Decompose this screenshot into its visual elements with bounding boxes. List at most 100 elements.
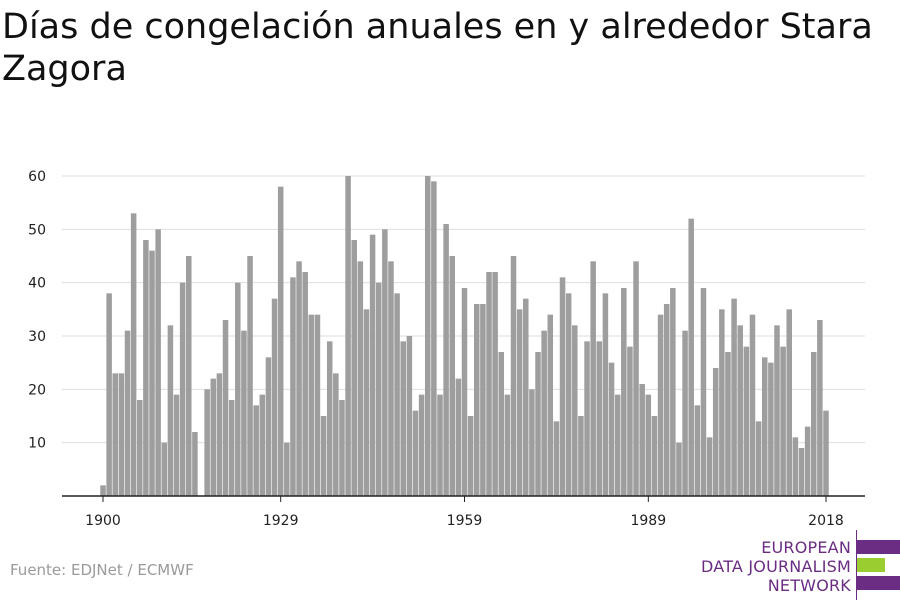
y-tick-label: 60: [28, 169, 46, 185]
bar-2012: [786, 309, 792, 496]
bar-2010: [774, 325, 780, 496]
bar-1902: [112, 373, 119, 496]
bar-2015: [804, 426, 811, 496]
x-axis: 1900 1929 1959 1989 2018: [62, 495, 865, 529]
bar-1995: [682, 330, 688, 496]
bar-1969: [523, 298, 529, 496]
bar-1972: [541, 330, 547, 496]
bar-1919: [216, 373, 223, 496]
bar-1966: [504, 394, 511, 496]
y-tick-label: 50: [28, 222, 46, 238]
bar-1968: [516, 309, 523, 496]
bar-1905: [130, 213, 137, 497]
bar-1971: [535, 352, 541, 496]
bar-1903: [118, 373, 125, 496]
bar-1997: [694, 405, 701, 496]
bar-1914: [186, 256, 192, 496]
bar-1932: [296, 261, 302, 496]
bar-1978: [578, 416, 584, 496]
x-tick-label: 1959: [447, 513, 483, 529]
bar-1948: [394, 293, 400, 496]
bar-1984: [614, 394, 621, 496]
bar-1926: [259, 394, 266, 496]
bar-1939: [339, 400, 345, 496]
bar-1913: [179, 282, 186, 496]
bar-1973: [547, 314, 554, 496]
y-tick-label: 30: [28, 329, 46, 345]
bar-2002: [725, 352, 731, 496]
logo-line-1: EUROPEAN: [761, 538, 851, 557]
bar-2014: [798, 448, 805, 496]
bar-1996: [688, 218, 694, 496]
bar-1986: [627, 346, 633, 496]
bar-1933: [302, 272, 308, 496]
logo-bar-purple-top: [857, 540, 900, 554]
bar-1901: [106, 293, 112, 496]
bar-1927: [265, 357, 272, 496]
bars: [100, 176, 829, 497]
bar-1960: [467, 416, 474, 496]
bar-2006: [749, 314, 756, 496]
bar-2005: [743, 346, 750, 496]
bar-1934: [308, 314, 315, 496]
bar-1937: [326, 341, 333, 496]
bar-1900: [100, 485, 106, 496]
edjnet-logo: EUROPEAN DATA JOURNALISM NETWORK: [700, 530, 900, 600]
bar-1988: [639, 384, 645, 496]
bar-1945: [375, 282, 382, 496]
bar-1980: [590, 261, 596, 496]
bar-1959: [461, 288, 468, 496]
bar-1989: [645, 394, 652, 496]
bar-2000: [712, 368, 719, 496]
bar-1965: [498, 352, 505, 496]
bar-2007: [755, 421, 762, 496]
bar-2013: [792, 437, 799, 496]
bar-1910: [161, 442, 168, 496]
bar-1924: [247, 256, 253, 496]
bar-1938: [333, 373, 339, 496]
source-note: Fuente: EDJNet / ECMWF: [10, 561, 194, 579]
bar-1915: [192, 432, 198, 496]
bar-1983: [608, 362, 615, 496]
bar-1943: [363, 309, 370, 496]
bar-1909: [155, 229, 161, 497]
bar-1904: [124, 330, 131, 496]
bar-1935: [314, 314, 321, 496]
bar-1951: [412, 410, 419, 496]
bar-1930: [284, 442, 290, 496]
bar-1977: [572, 325, 578, 496]
logo-line-2: DATA JOURNALISM: [701, 557, 851, 576]
bar-1970: [529, 389, 535, 496]
bar-1907: [143, 240, 149, 496]
bar-1947: [388, 261, 394, 496]
bar-1964: [492, 272, 498, 496]
x-tick-label: 2018: [808, 513, 844, 529]
bar-1908: [149, 250, 155, 496]
bar-1931: [290, 277, 296, 496]
bar-1929: [277, 186, 284, 496]
bar-1911: [167, 325, 174, 496]
bar-1918: [210, 378, 217, 496]
bar-1967: [510, 256, 517, 496]
bar-1987: [633, 261, 639, 496]
bar-2009: [768, 362, 774, 496]
logo-bar-purple-bottom: [857, 576, 900, 590]
bar-2004: [737, 325, 743, 496]
bar-1957: [449, 256, 456, 496]
bar-1976: [565, 293, 572, 496]
logo-divider: [856, 530, 857, 600]
bar-1946: [382, 229, 388, 497]
bar-1985: [621, 288, 627, 496]
bar-1953: [424, 176, 431, 496]
y-axis-tick-labels: 10 20 30 40 50 60: [28, 169, 46, 452]
bar-1921: [228, 400, 235, 496]
x-tick-label: 1929: [263, 513, 299, 529]
bar-1940: [345, 176, 351, 496]
logo-bar-green: [857, 558, 885, 572]
bar-1923: [241, 330, 247, 496]
bar-1963: [486, 272, 492, 496]
bar-2017: [817, 320, 823, 496]
x-tick-label: 1989: [630, 513, 666, 529]
bar-1912: [173, 394, 180, 496]
